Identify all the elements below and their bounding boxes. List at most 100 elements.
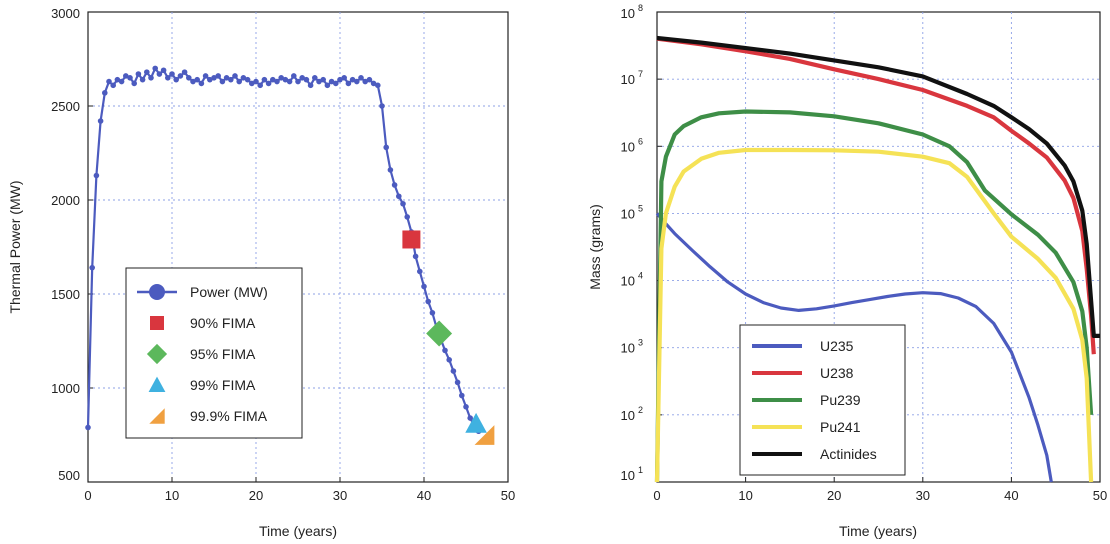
data-point [295,78,301,85]
y-tick-label: 10 [621,206,635,221]
x-tick-label: 40 [417,488,431,503]
data-point [425,298,432,305]
data-point [97,118,104,124]
data-point [463,404,469,410]
data-point [249,80,255,87]
x-tick-label: 10 [165,488,179,503]
data-point [93,172,100,179]
data-point [202,73,209,79]
mass-x-axis-label: Time (years) [839,523,917,539]
series-line-u235 [655,212,1053,483]
legend-label: Pu241 [820,419,861,435]
data-point [429,310,436,316]
legend-label: U238 [820,365,854,381]
data-point [446,357,453,363]
data-point [144,69,150,75]
series-line-u238 [656,36,1096,355]
data-point [375,82,381,89]
data-point [337,76,343,83]
data-point [312,75,318,81]
data-point [320,76,327,83]
mass-y-axis-label: Mass (grams) [587,204,603,290]
series-line-pu239 [654,109,1094,483]
data-point [417,268,423,275]
data-point [190,78,196,85]
data-point [244,76,251,83]
data-point [106,78,112,85]
data-point [379,103,385,109]
y-tick-label: 10 [621,408,635,423]
data-point [207,76,213,83]
data-point [299,75,306,81]
y-tick-exponent: 4 [638,271,643,281]
legend-label: 95% FIMA [190,346,256,362]
legend-label: 99% FIMA [190,377,256,393]
mass-legend: U235 U238 Pu239 Pu241 Actinides [739,324,906,476]
data-point [307,82,314,89]
data-point [291,73,297,79]
legend-swatch-diamond [146,343,168,365]
legend-swatch-square [150,316,164,330]
y-tick-exponent: 2 [638,405,643,415]
data-point [215,73,221,79]
y-tick-label: 10 [621,139,635,154]
data-point [459,392,465,399]
legend-swatch-triangle-corner [149,408,165,424]
x-tick-label: 20 [249,488,263,503]
data-point [362,78,369,85]
data-point [366,76,373,83]
data-point [173,76,179,83]
data-point [370,80,377,87]
power-y-ticks: 500 1000 1500 2000 2500 3000 [51,6,93,483]
legend-label: 90% FIMA [190,315,256,331]
data-point [194,76,200,83]
legend-label: U235 [820,338,854,354]
y-tick-exponent: 5 [638,203,643,213]
data-point [131,80,137,87]
y-tick-label: 1500 [51,287,80,302]
y-tick-label: 2000 [51,193,80,208]
legend-label: 99.9% FIMA [190,408,268,424]
data-point [391,182,398,188]
y-tick-label: 10 [621,341,635,356]
data-point [253,78,259,85]
legend-label: Pu239 [820,392,861,408]
data-point [349,76,356,83]
data-point [286,78,293,85]
data-point [198,80,205,87]
data-point [387,167,394,173]
series-line-actinides [656,35,1100,338]
data-point [118,78,125,85]
data-point [404,214,411,220]
data-point [232,73,238,79]
data-point [169,71,175,77]
data-point [135,71,142,77]
data-point [333,80,339,87]
data-point [450,368,457,374]
legend-label: Actinides [820,446,877,462]
data-point [270,76,276,83]
data-point [85,424,91,431]
y-tick-exponent: 8 [638,3,643,13]
data-point [467,415,474,421]
data-point [186,75,192,81]
y-tick-label: 10 [621,468,635,483]
data-point [261,76,268,83]
data-point [110,82,116,89]
x-tick-label: 40 [1004,488,1018,503]
x-tick-label: 30 [333,488,347,503]
data-point [211,75,217,81]
x-tick-label: 50 [1093,488,1107,503]
data-point [228,76,234,83]
data-point [345,80,352,87]
x-tick-label: 20 [827,488,841,503]
y-tick-label: 10 [621,274,635,289]
data-point [127,75,133,81]
y-tick-exponent: 1 [638,465,643,475]
y-tick-label: 3000 [51,6,80,21]
data-point [303,76,310,83]
y-tick-label: 10 [621,72,635,87]
data-point [160,67,167,74]
y-tick-label: 1000 [51,381,80,396]
